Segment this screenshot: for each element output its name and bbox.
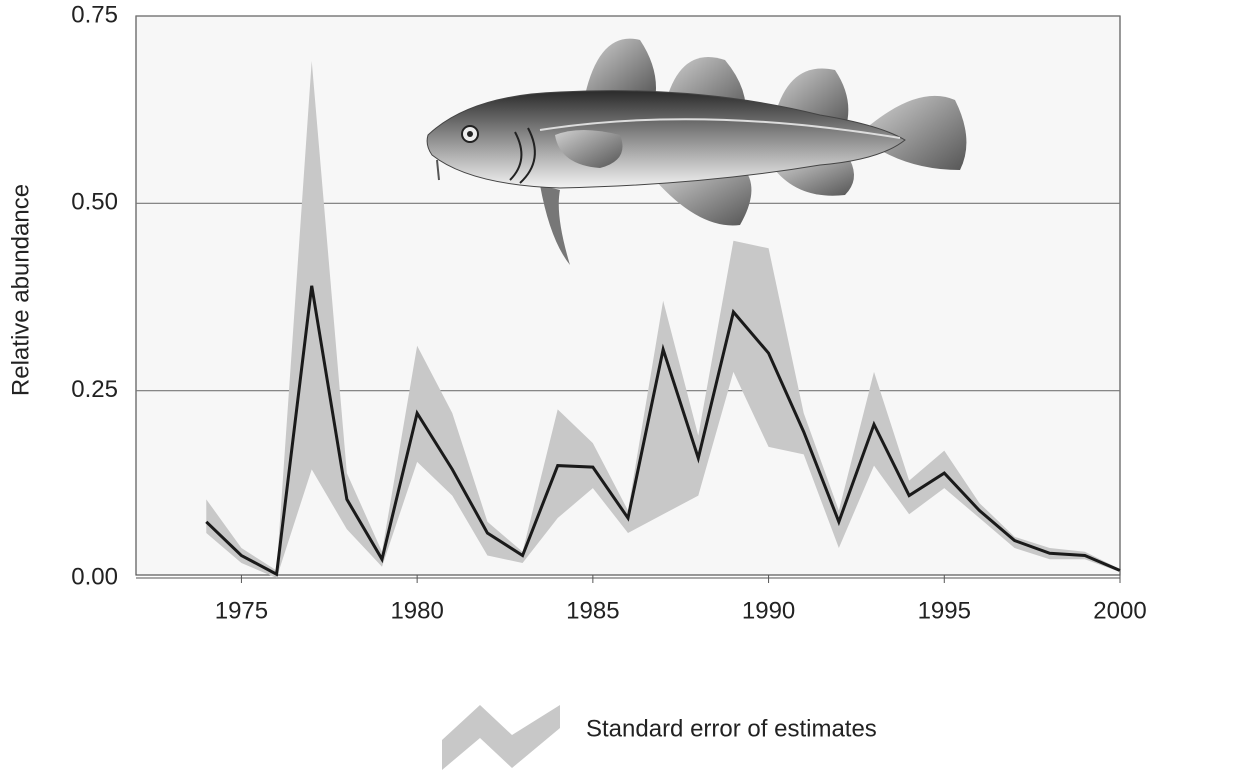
x-tick-label: 1985: [566, 597, 619, 624]
x-tick-label: 1980: [390, 597, 443, 624]
legend-swatch: [442, 705, 560, 770]
y-tick-label: 0.75: [71, 1, 118, 28]
legend-label: Standard error of estimates: [586, 715, 877, 742]
x-tick-label: 1975: [215, 597, 268, 624]
y-axis-label: Relative abundance: [7, 184, 34, 396]
y-tick-label: 0.00: [71, 563, 118, 590]
x-tick-label: 2000: [1093, 597, 1146, 624]
y-tick-label: 0.50: [71, 189, 118, 216]
chart: Relative abundance Standard error of est…: [0, 0, 1258, 773]
x-tick-label: 1990: [742, 597, 795, 624]
x-tick-label: 1995: [918, 597, 971, 624]
y-tick-label: 0.25: [71, 376, 118, 403]
